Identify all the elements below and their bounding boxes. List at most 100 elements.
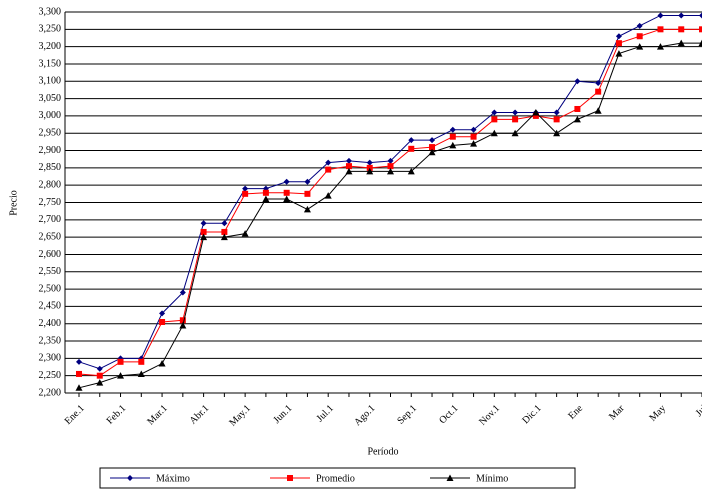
marker (699, 12, 702, 19)
y-tick-label: 2,850 (39, 162, 62, 173)
marker (699, 26, 702, 33)
x-tick-label: Mar (607, 403, 627, 423)
marker (387, 167, 394, 175)
marker (512, 116, 519, 123)
marker (76, 358, 82, 365)
y-tick-label: 2,700 (39, 214, 62, 225)
marker (138, 358, 145, 365)
marker (345, 163, 352, 170)
marker (242, 190, 249, 197)
y-tick-label: 2,350 (39, 335, 62, 346)
marker (117, 358, 124, 365)
marker (595, 80, 602, 87)
marker (200, 228, 207, 235)
marker (96, 372, 103, 379)
y-tick-label: 3,000 (39, 110, 62, 121)
y-tick-label: 3,050 (39, 93, 62, 104)
x-tick-label: May (647, 403, 668, 424)
marker (574, 105, 581, 112)
legend-label: Máximo (156, 473, 190, 484)
marker (656, 43, 664, 50)
marker (127, 475, 133, 481)
marker (117, 372, 125, 379)
marker (615, 33, 622, 40)
y-tick-label: 2,600 (39, 249, 62, 260)
legend-label: Mínimo (476, 473, 508, 484)
marker (491, 109, 498, 116)
y-tick-label: 2,950 (39, 128, 62, 139)
marker (470, 140, 478, 147)
y-tick-label: 2,450 (39, 301, 62, 312)
y-tick-label: 2,300 (39, 353, 62, 364)
marker (200, 220, 207, 227)
y-tick-label: 2,750 (39, 197, 62, 208)
marker (449, 126, 456, 133)
x-tick-label: Dic.1 (520, 403, 543, 426)
series-line (78, 42, 702, 389)
marker (366, 159, 373, 166)
marker (324, 192, 332, 199)
x-tick-label: Abr.1 (188, 403, 212, 427)
marker (574, 78, 581, 85)
marker (262, 195, 270, 203)
x-tick-label: Nov.1 (477, 403, 502, 428)
marker (615, 50, 623, 57)
marker (283, 178, 290, 185)
marker (677, 39, 685, 47)
y-tick-label: 3,250 (39, 24, 62, 35)
marker (532, 108, 540, 116)
y-tick-label: 2,250 (39, 370, 62, 381)
marker (200, 233, 208, 241)
marker (75, 384, 83, 391)
marker (96, 379, 104, 386)
x-tick-label: Mar.1 (145, 403, 169, 427)
marker (325, 159, 332, 166)
legend (99, 467, 576, 489)
marker (573, 115, 581, 123)
x-tick-label: Ene.1 (63, 403, 87, 427)
y-tick-label: 3,100 (39, 76, 62, 87)
marker (325, 166, 332, 173)
marker (303, 205, 311, 213)
marker (511, 129, 519, 137)
marker (96, 365, 103, 372)
marker (698, 39, 702, 47)
marker (428, 148, 436, 156)
marker (491, 116, 498, 123)
marker (636, 22, 643, 29)
x-tick-label: May.1 (227, 403, 253, 429)
marker (179, 317, 186, 324)
marker (387, 157, 394, 164)
y-axis-label: Precio (8, 190, 19, 216)
marker (76, 370, 82, 377)
marker (595, 88, 602, 95)
marker (221, 220, 228, 227)
marker (429, 137, 436, 144)
marker (283, 189, 290, 196)
marker (429, 144, 436, 151)
marker (345, 157, 352, 164)
marker (179, 321, 187, 329)
marker (220, 233, 228, 241)
legend-label: Promedio (316, 473, 355, 484)
x-tick-label: Jul (694, 403, 702, 419)
y-tick-label: 2,800 (39, 179, 62, 190)
marker (179, 289, 186, 296)
marker (221, 228, 228, 235)
marker (512, 109, 519, 116)
marker (283, 195, 291, 203)
marker (553, 129, 561, 137)
marker (615, 40, 622, 47)
marker (137, 370, 145, 377)
marker (657, 26, 664, 33)
marker (678, 12, 685, 19)
y-tick-label: 2,900 (39, 145, 62, 156)
marker (553, 109, 560, 116)
marker (158, 360, 166, 367)
marker (407, 167, 415, 175)
marker (387, 163, 394, 170)
x-axis-label: Período (367, 446, 398, 457)
x-tick-label: Ago.1 (352, 403, 377, 428)
marker (159, 318, 166, 325)
